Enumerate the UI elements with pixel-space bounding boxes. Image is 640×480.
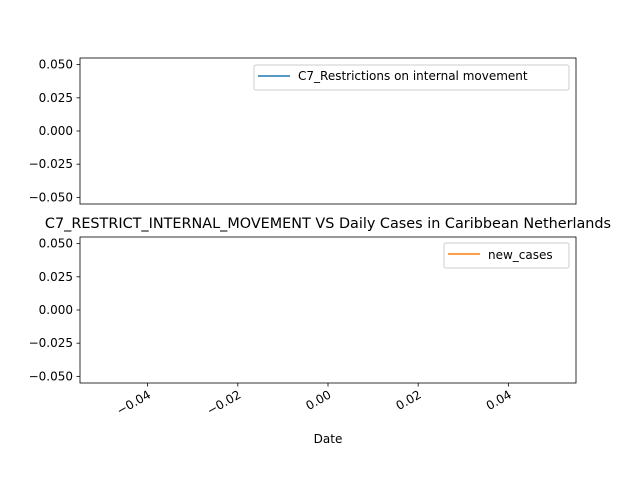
bottom-y-tick-label: 0.050: [39, 237, 73, 251]
bottom-y-tick-label: 0.000: [39, 303, 73, 317]
bottom-y-ticks: 0.050 0.025 0.000 −0.025 −0.050: [29, 237, 80, 383]
top-y-tick-label: 0.000: [39, 124, 73, 138]
top-legend-box: [253, 64, 570, 91]
top-y-tick-label: 0.025: [39, 91, 73, 105]
top-legend: C7_Restrictions on internal movement: [253, 64, 570, 91]
bottom-y-tick-label: −0.025: [29, 336, 73, 350]
top-y-tick-label: 0.050: [39, 58, 73, 72]
bottom-subplot: C7_RESTRICT_INTERNAL_MOVEMENT VS Daily C…: [29, 216, 611, 446]
top-legend-label: C7_Restrictions on internal movement: [298, 69, 528, 83]
bottom-legend-box: [443, 242, 570, 269]
top-subplot: 0.050 0.025 0.000 −0.025 −0.050 C7_Restricti…: [29, 57, 577, 205]
top-y-ticks: 0.050 0.025 0.000 −0.025 −0.050: [29, 58, 80, 204]
x-axis-label: Date: [314, 432, 343, 446]
top-y-tick-label: −0.025: [29, 157, 73, 171]
bottom-y-tick-label: 0.025: [39, 270, 73, 284]
top-y-tick-label: −0.050: [29, 190, 73, 204]
bottom-legend-label: new_cases: [488, 248, 553, 262]
bottom-subplot-title: C7_RESTRICT_INTERNAL_MOVEMENT VS Daily C…: [45, 216, 611, 232]
bottom-legend: new_cases: [443, 242, 570, 269]
bottom-y-tick-label: −0.050: [29, 369, 73, 383]
